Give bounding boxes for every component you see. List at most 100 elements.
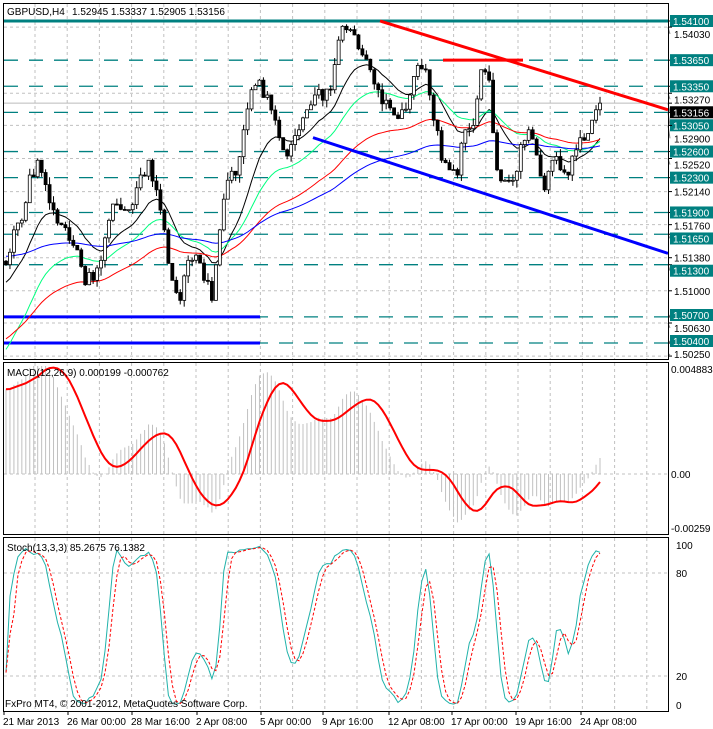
trendlines[interactable] [312,19,669,255]
candle-bear [269,94,274,111]
stoch-panel [5,545,601,705]
candle-bear [281,137,286,151]
candle-bear [507,179,511,182]
candle-bear [59,222,64,226]
level-price-label: 1.52600 [673,148,710,159]
last-price-tag [670,106,713,119]
candle-bull [526,129,531,141]
candle-bear [285,149,290,157]
horizontal-levels [4,19,668,345]
stoch-tick-label: 0 [676,701,682,712]
candle-bear [356,34,361,50]
candle-bear [368,58,373,71]
candle-bull [514,170,519,181]
candle-bull [130,204,135,211]
candle-bull [103,237,107,261]
candle-bear [63,224,68,229]
price-tick-label: 1.51760 [674,221,711,232]
axes: 1.54100 1.54030 1.53650 1.53350 1.53270 1.531… [3,15,713,728]
candle-bear [455,169,460,176]
candle-bear [31,174,36,178]
stoch-signal-line [5,547,601,705]
candle-bear [582,137,587,141]
candle-bull [213,264,218,301]
candle-bear [67,227,72,241]
stoch-tick-label: 20 [676,672,688,683]
candle-bull [241,129,246,158]
stoch-tick-label: 100 [676,541,693,552]
candle-bull [590,119,594,134]
last-price-label: 1.53156 [673,108,710,119]
candle-bull [324,88,329,101]
candle-bear [352,29,357,36]
candle-bear [360,48,365,56]
level-price-tag [670,80,713,93]
level-price-tag [670,264,713,277]
time-tick-label: 17 Apr 00:00 [451,717,508,728]
candle-bull [459,142,464,176]
candle-bull [503,179,507,182]
candle-bull [95,267,99,281]
candle-bull [305,109,309,119]
macd-panel [5,366,601,523]
candle-bull [27,174,32,204]
candle-bear [83,266,88,286]
resistance-trendline [379,19,669,112]
price-tick-label: 1.50630 [674,324,711,335]
price-tick-label: 1.53270 [674,95,711,106]
price-tick-label: 1.52900 [674,134,711,145]
candle-bear [114,203,119,206]
candle-bear [202,262,206,281]
candle-bear [4,260,8,266]
macd-tick-label: 0.00 [671,470,691,481]
time-tick-label: 24 Apr 08:00 [580,717,637,728]
candle-bull [336,39,341,65]
level-price-label: 1.53650 [673,56,710,67]
price-tick-label: 1.50250 [674,350,711,361]
candle-bear [431,94,436,121]
candle-bull [12,229,16,253]
candle-bear [277,119,282,139]
candle-bull [111,203,115,221]
candle-bull [289,144,294,157]
candle-bear [51,202,56,211]
candle-bull [510,179,515,182]
candle-bull [518,144,523,172]
ma-slow-line [5,119,601,340]
price-tick-label: 1.52520 [674,161,711,172]
candle-bull [221,198,226,231]
candle-bull [8,251,12,266]
candle-bull [217,229,222,266]
time-tick-label: 2 Apr 08:00 [196,717,248,728]
candle-bear [166,229,171,264]
candle-bull [19,219,24,224]
level-price-label: 1.54100 [673,17,710,28]
candle-bull [309,104,313,111]
candle-bull [138,174,143,189]
level-price-label: 1.51300 [673,267,710,278]
price-tick-label: 1.51380 [674,254,711,265]
candle-bear [71,239,76,246]
candle-bull [522,139,527,145]
level-price-label: 1.51650 [673,234,710,245]
level-price-tag [670,145,713,158]
level-price-tag [670,206,713,219]
candle-bear [487,71,492,81]
candle-bull [312,94,317,106]
candle-bear [328,88,333,91]
candles [4,24,602,307]
candle-bull [229,170,234,181]
candle-bull [134,187,139,206]
candle-bull [182,275,187,301]
candle-bear [542,175,547,191]
candle-bear [443,159,448,164]
candle-bull [546,170,551,191]
candle-bull [554,156,559,161]
candle-bear [439,130,444,161]
candle-bull [578,137,583,151]
candle-bull [586,132,591,141]
candle-bear [162,209,167,231]
grid [4,4,668,711]
candle-bear [198,254,202,264]
candle-bear [55,209,60,224]
